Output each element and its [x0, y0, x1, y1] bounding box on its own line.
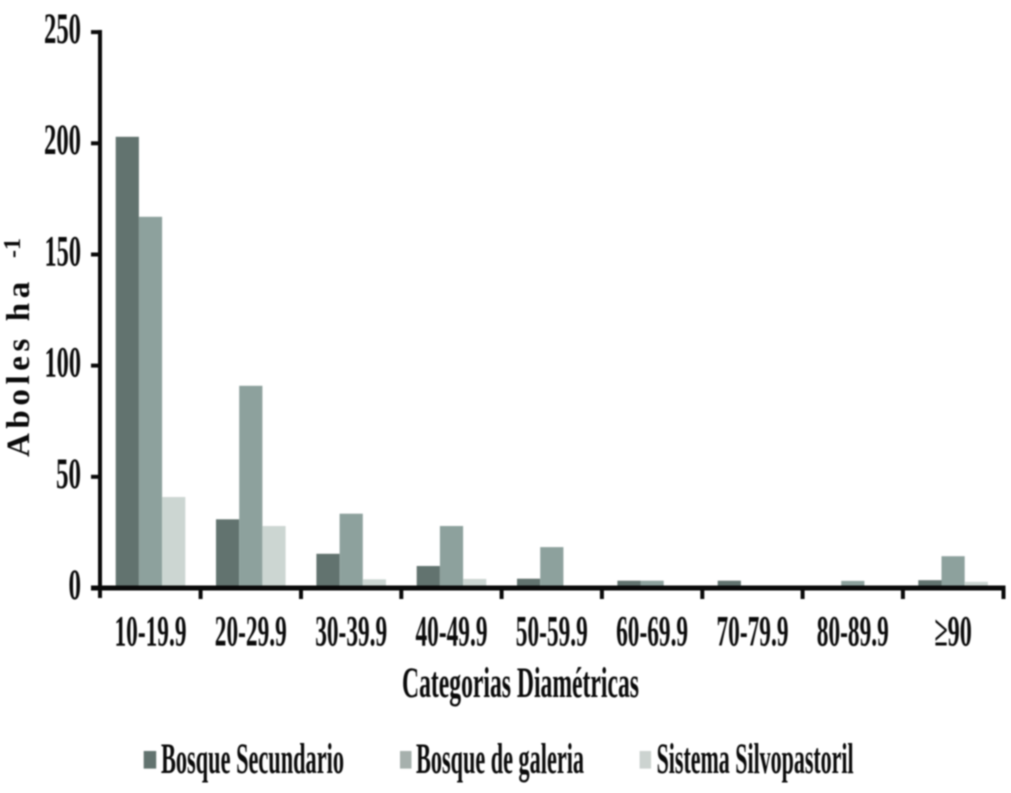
svg-text:0: 0 [69, 562, 82, 609]
svg-text:70-79.9: 70-79.9 [717, 609, 789, 656]
svg-text:10-19.9: 10-19.9 [115, 609, 187, 656]
svg-text:150: 150 [45, 228, 82, 275]
svg-text:200: 200 [44, 117, 81, 164]
svg-text:40-49.9: 40-49.9 [416, 609, 488, 656]
svg-text:20-29.9: 20-29.9 [215, 609, 287, 656]
svg-text:60-69.9: 60-69.9 [616, 609, 688, 656]
svg-text:Bosque Secundario: Bosque Secundario [161, 736, 344, 783]
svg-text:50: 50 [56, 451, 81, 498]
svg-text:Categorias Diamétricas: Categorias Diamétricas [402, 660, 639, 707]
svg-text:Sistema Silvopastoril: Sistema Silvopastoril [657, 736, 854, 783]
svg-text:80-89.9: 80-89.9 [817, 609, 889, 656]
svg-text:Aboles ha: Aboles ha [1, 277, 37, 457]
svg-text:30-39.9: 30-39.9 [315, 609, 387, 656]
svg-text:Bosque de galeria: Bosque de galeria [416, 736, 584, 783]
svg-text:-1: -1 [0, 238, 26, 258]
svg-text:100: 100 [45, 340, 82, 387]
svg-text:50-59.9: 50-59.9 [516, 609, 588, 656]
svg-text:250: 250 [44, 6, 81, 53]
svg-text:≥90: ≥90 [934, 609, 972, 656]
